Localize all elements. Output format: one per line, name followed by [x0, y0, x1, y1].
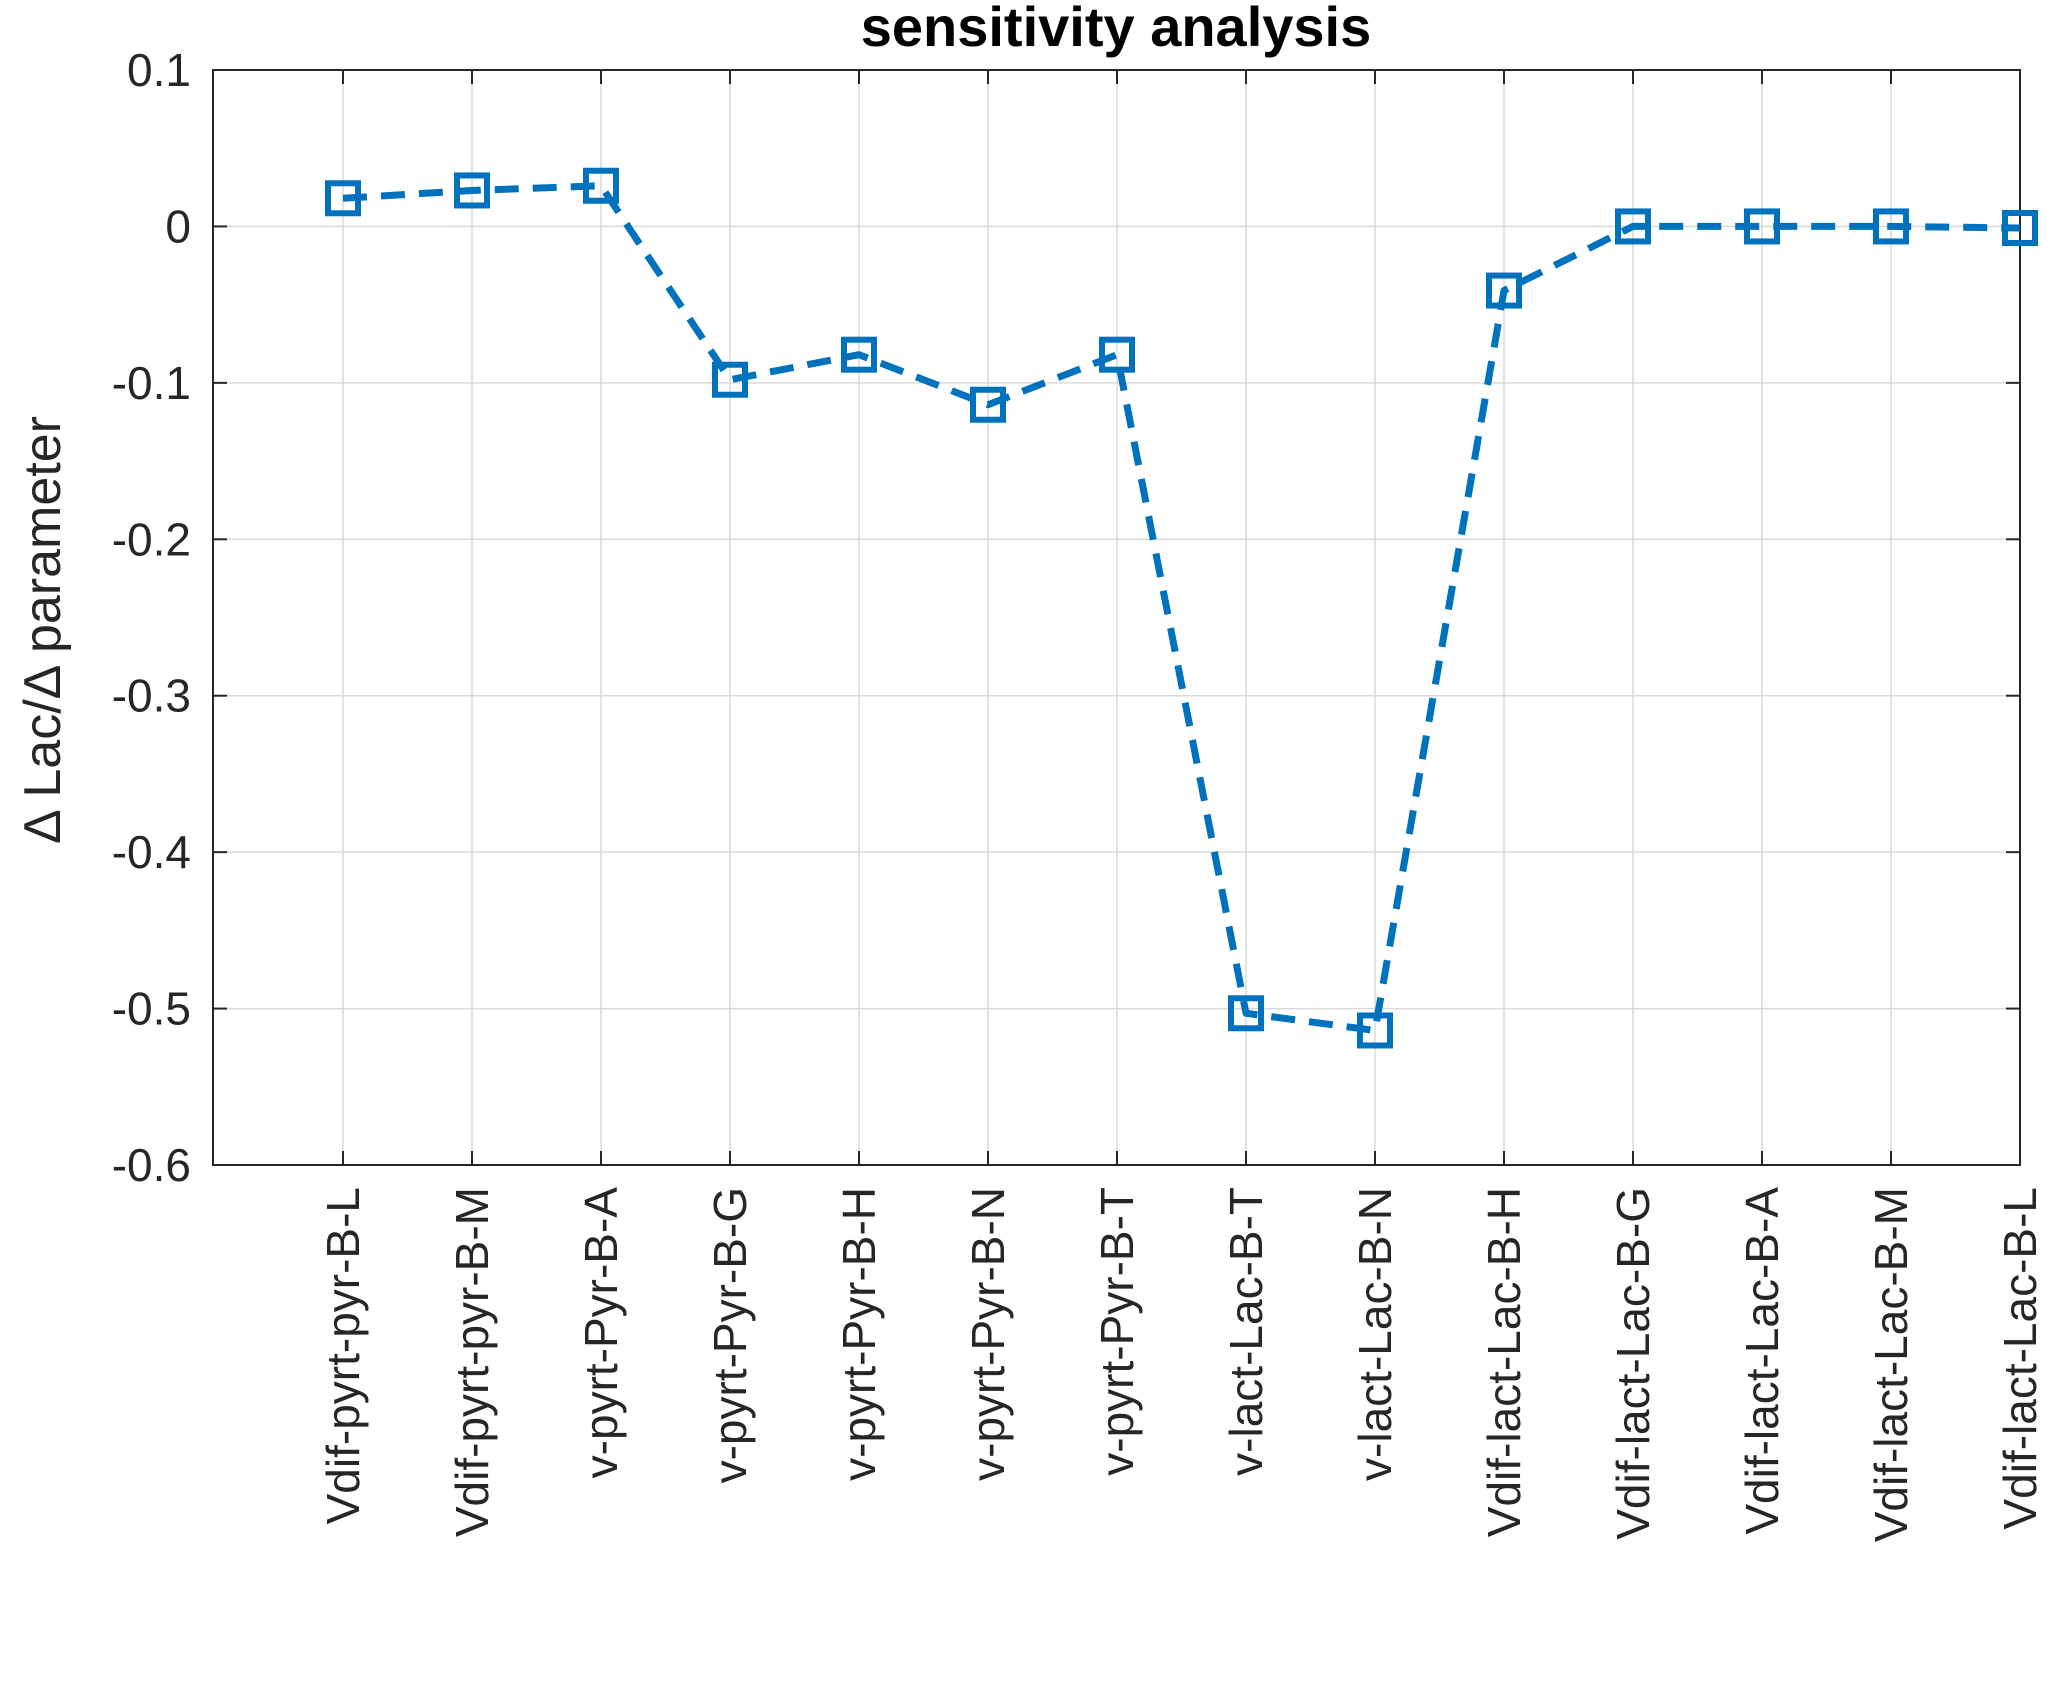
x-tick-label: Vdif-pyrt-pyr-B-L — [317, 1187, 369, 1524]
y-tick-label: -0.4 — [112, 826, 191, 878]
data-point-marker — [2002, 209, 2038, 246]
data-point-marker — [841, 336, 877, 373]
data-point-marker — [970, 386, 1006, 423]
y-tick-label: -0.3 — [112, 670, 191, 722]
x-tick-label: Vdif-pyrt-pyr-B-M — [446, 1187, 498, 1537]
x-tick-label: v-pyrt-Pyr-B-N — [962, 1187, 1014, 1481]
data-point-marker — [1873, 208, 1909, 245]
y-tick-label: -0.5 — [112, 983, 191, 1035]
x-tick-label: v-pyrt-Pyr-B-T — [1091, 1187, 1143, 1476]
data-point-marker — [1357, 1012, 1393, 1049]
data-point-marker — [325, 180, 361, 217]
series-line — [342, 182, 2021, 1034]
y-tick-label: -0.1 — [112, 357, 191, 409]
x-tick-label: v-pyrt-Pyr-B-A — [575, 1187, 627, 1479]
data-point-marker — [1744, 208, 1780, 245]
x-tick-label: v-pyrt-Pyr-B-G — [704, 1187, 756, 1483]
x-tick-label: v-lact-Lac-B-T — [1220, 1187, 1272, 1476]
data-point-marker — [1228, 995, 1264, 1032]
x-tick-label: Vdif-lact-Lac-B-L — [1994, 1187, 2046, 1530]
y-axis-label: Δ Lac/Δ parameter — [14, 416, 72, 844]
data-point-marker — [1615, 208, 1651, 245]
series — [325, 167, 2038, 1049]
chart-title: sensitivity analysis — [861, 0, 1372, 58]
x-tick-label: Vdif-lact-Lac-B-H — [1478, 1187, 1530, 1537]
data-point-marker — [583, 167, 619, 204]
x-tick-label: Vdif-lact-Lac-B-A — [1736, 1187, 1788, 1535]
data-point-marker — [1486, 272, 1522, 309]
x-tick-label: Vdif-lact-Lac-B-M — [1865, 1187, 1917, 1542]
data-point-marker — [1099, 336, 1135, 373]
x-tick-label: v-lact-Lac-B-N — [1349, 1187, 1401, 1481]
data-point-marker — [712, 361, 748, 398]
y-tick-label: 0 — [165, 200, 191, 252]
x-tick-label: Vdif-lact-Lac-B-G — [1607, 1187, 1659, 1540]
y-tick-label: -0.2 — [112, 513, 191, 565]
x-tick-label: v-pyrt-Pyr-B-H — [833, 1187, 885, 1481]
y-tick-label: 0.1 — [127, 44, 191, 96]
axis-ticks: 0.1 0 -0.1 -0.2 -0.3 -0.4 -0.5 -0.6 Vdif-pyrt-py… — [112, 44, 2046, 1542]
data-point-marker — [454, 172, 490, 209]
y-tick-label: -0.6 — [112, 1139, 191, 1191]
